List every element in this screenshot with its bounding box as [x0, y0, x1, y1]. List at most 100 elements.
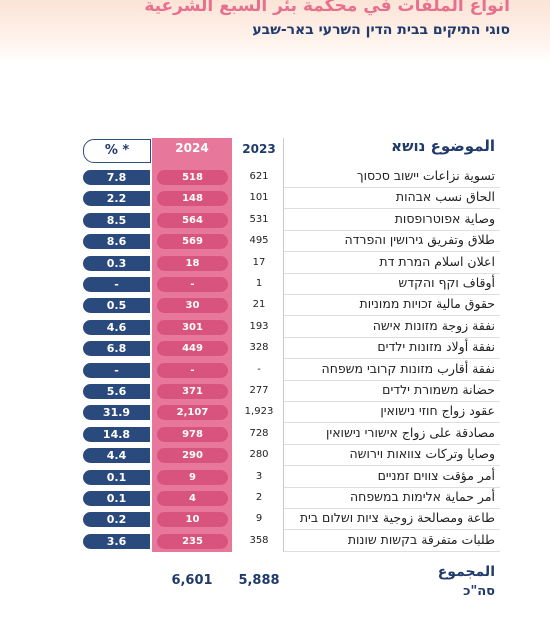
row-separator	[284, 294, 500, 295]
value-2023: 17	[252, 256, 266, 268]
pct-cell: 0.1	[83, 469, 150, 485]
pct-cell: -	[83, 362, 150, 378]
header-subject: الموضوع נושא	[391, 137, 495, 155]
subject: طاعة ومصالحة زوجية ציות ושלום בית	[299, 510, 495, 526]
pct-cell: 31.9	[83, 405, 150, 421]
row-separator	[284, 443, 500, 445]
pct-cell: 0.1	[83, 491, 150, 506]
value-2024: 569	[157, 234, 228, 250]
value-2023: 2	[255, 492, 263, 503]
subject: طلبات متفرقة בקשות שונות	[347, 531, 495, 547]
value-2023: 21	[252, 299, 266, 311]
value-2023: 1	[255, 278, 263, 289]
value-2023: 193	[249, 320, 269, 332]
row-separator	[284, 251, 500, 253]
value-2024: 4	[157, 491, 228, 506]
title: انواع الملفات في محكمة بئر السبع الشرعية	[144, 0, 510, 16]
value-2024: 290	[157, 448, 228, 464]
subject: أمر حماية אלימות במשפחה	[349, 489, 495, 504]
value-2023: -	[257, 363, 261, 375]
pct-cell: 8.6	[83, 234, 150, 250]
total-label: المجموع	[437, 564, 495, 580]
value-2023: 358	[249, 534, 269, 546]
row-separator	[284, 401, 500, 402]
value-2024: 148	[157, 191, 228, 207]
row-separator	[284, 187, 500, 188]
pct-cell: 4.6	[83, 319, 150, 335]
subject: حضانة משמורת ילדים	[382, 382, 495, 397]
value-2024: -	[157, 277, 228, 292]
value-2023: 328	[249, 342, 269, 354]
value-2023: 1,923	[244, 406, 274, 418]
pct-cell: 3.6	[83, 533, 150, 549]
value-2023: 495	[249, 235, 269, 247]
value-2023: 531	[249, 213, 269, 225]
subject: وصايا وتركات צוואות וירושה	[349, 446, 496, 462]
subject: وصاية אפוטרופסות	[394, 210, 495, 226]
pct-cell: -	[83, 277, 150, 292]
subject: طلاق وتفريق גירושין והפרדה	[344, 232, 495, 248]
subject: حقوق مالية זכויות ממוניות	[359, 296, 495, 312]
row-separator	[284, 529, 500, 531]
value-2024: 449	[157, 341, 228, 357]
value-2024: 18	[157, 255, 228, 271]
subject: أوقاف וקף והקדש	[398, 275, 495, 290]
value-2024: 564	[157, 212, 228, 228]
value-2024: 518	[157, 170, 228, 185]
subtitle: סוגי התיקים בבית הדין השרעי באר-שבע	[252, 22, 510, 38]
value-2024: 978	[157, 426, 228, 442]
value-2024: 9	[157, 469, 228, 485]
row-separator	[284, 486, 500, 488]
total-2023: 5,888	[238, 573, 280, 588]
value-2023: 728	[249, 427, 269, 439]
total-label: סה"כ	[463, 584, 495, 599]
value-2023: 280	[249, 449, 269, 461]
value-2023: 9	[255, 513, 263, 525]
subject: اعلان اسلام המרת דת	[379, 253, 495, 269]
pct-cell: 0.2	[83, 512, 150, 528]
header-2023: 2023	[242, 142, 276, 156]
subject: نفقة أولاد מזונות ילדים	[377, 339, 495, 355]
subject: نفقة زوجة מזונות אישה	[372, 317, 495, 333]
value-2024: 10	[157, 512, 228, 528]
value-2023: 621	[249, 171, 269, 182]
pct-cell: 14.8	[83, 426, 150, 442]
header-2024: 2024	[175, 141, 209, 155]
value-2024: 371	[157, 384, 228, 399]
row-separator	[284, 379, 500, 381]
subject: مصادقة على زواج אישורי נישואין	[326, 424, 495, 440]
pct-cell: 6.8	[83, 341, 150, 357]
row-separator	[284, 358, 500, 360]
value-2023: 3	[255, 470, 263, 482]
value-2024: 2,107	[157, 405, 228, 421]
divider	[283, 138, 284, 552]
pct-cell: 5.6	[83, 384, 150, 399]
value-2024: 30	[157, 298, 228, 314]
subject: نفقة أقارب מזונות קרובי משפחה	[321, 360, 495, 376]
pct-cell: 8.5	[83, 212, 150, 228]
row-separator	[284, 550, 500, 552]
header-pct: % *	[83, 139, 151, 163]
pct-cell: 4.4	[83, 448, 150, 464]
subject: أمر مؤقت צווים זמניים	[377, 467, 495, 483]
row-separator	[284, 272, 500, 274]
pct-cell: 2.2	[83, 191, 150, 207]
banner	[0, 0, 550, 62]
pct-cell: 0.3	[83, 255, 150, 271]
row-separator	[284, 336, 500, 338]
value-2024: 301	[157, 319, 228, 335]
row-separator	[284, 508, 500, 509]
value-2023: 277	[249, 385, 269, 396]
pct-cell: 7.8	[83, 170, 150, 185]
row-separator	[284, 465, 500, 467]
value-2024: 235	[157, 533, 228, 549]
subject: عقود زواج חוזי נישואין	[380, 403, 495, 419]
subject: تسوية نزاعات יישוב סכסוך	[356, 168, 495, 183]
row-separator	[284, 315, 500, 317]
row-separator	[284, 229, 500, 231]
pct-cell: 0.5	[83, 298, 150, 314]
subject: الحاق نسب אבהות	[395, 189, 495, 205]
row-separator	[284, 208, 500, 210]
value-2024: -	[157, 362, 228, 378]
